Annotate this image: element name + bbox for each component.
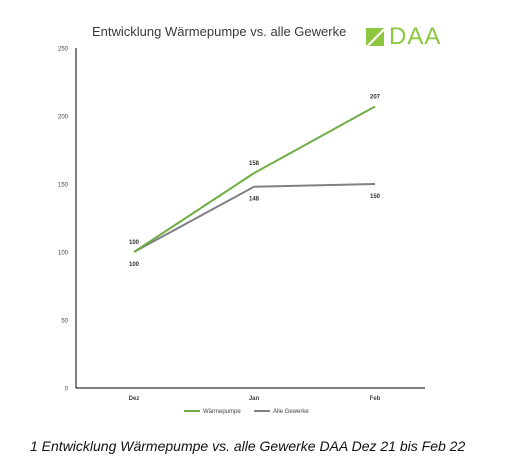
legend-label-alle-gewerke: Alle Gewerke: [273, 409, 309, 415]
daa-logo-text: DAA: [389, 23, 442, 50]
figure-caption: 1 Entwicklung Wärmepumpe vs. alle Gewerk…: [30, 438, 466, 454]
y-tick-label: 50: [61, 319, 68, 325]
y-tick-label: 100: [58, 251, 69, 257]
x-tick-label: Feb: [370, 396, 381, 402]
y-tick-label: 250: [58, 47, 69, 53]
legend-label-waermepumpe: Wärmepumpe: [203, 409, 241, 415]
y-tick-label: 0: [65, 387, 69, 393]
data-label-waermepumpe: 100: [129, 240, 140, 246]
data-label-alle-gewerke: 150: [370, 194, 381, 200]
daa-logo: DAA: [364, 24, 441, 50]
x-tick-label: Jan: [249, 396, 260, 402]
series-line-alle-gewerke: [133, 183, 376, 253]
daa-logo-icon: [366, 28, 384, 46]
data-label-waermepumpe: 207: [370, 94, 381, 100]
data-label-waermepumpe: 158: [249, 161, 260, 167]
y-tick-label: 150: [58, 183, 69, 189]
line-chart: 0 50 100 150 200 250 Dez Jan Feb 100 158 207 100 148 1…: [58, 47, 425, 415]
chart-title: Entwicklung Wärmepumpe vs. alle Gewerke: [92, 24, 347, 39]
data-label-alle-gewerke: 148: [249, 197, 260, 203]
x-tick-label: Dez: [129, 396, 140, 402]
y-tick-label: 200: [58, 115, 69, 121]
series-line-waermepumpe: [133, 105, 376, 253]
data-label-alle-gewerke: 100: [129, 262, 140, 268]
